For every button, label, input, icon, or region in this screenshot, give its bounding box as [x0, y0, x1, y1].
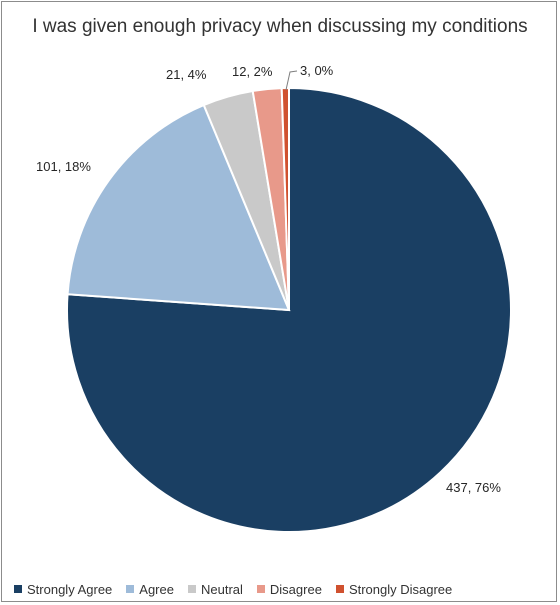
- legend-item-strongly-disagree: Strongly Disagree: [335, 581, 453, 597]
- data-label-agree: 101, 18%: [36, 159, 91, 174]
- legend-swatch-disagree: [256, 585, 265, 593]
- data-label-strongly-agree: 437, 76%: [446, 480, 501, 495]
- legend-item-disagree: Disagree: [256, 581, 322, 597]
- legend-swatch-strongly-agree: [14, 585, 22, 593]
- legend-swatch-strongly-disagree: [335, 585, 344, 593]
- data-label-strongly-disagree: 3, 0%: [300, 63, 334, 78]
- chart-legend: Strongly Agree Agree Neutral Disagree St…: [14, 580, 554, 598]
- legend-label-disagree: Disagree: [269, 581, 322, 597]
- legend-label-strongly-disagree: Strongly Disagree: [348, 581, 453, 597]
- legend-item-agree: Agree: [126, 582, 174, 597]
- data-label-neutral: 21, 4%: [166, 67, 207, 82]
- pie-slice-strongly-disagree: [280, 86, 290, 311]
- legend-label-strongly-agree: Strongly Agree: [27, 581, 113, 597]
- chart-title: I was given enough privacy when discussi…: [32, 16, 528, 37]
- legend-swatch-agree: [126, 585, 135, 593]
- legend-label-agree: Agree: [139, 581, 174, 597]
- legend-item-neutral: Neutral: [187, 581, 243, 597]
- legend-label-neutral: Neutral: [200, 581, 243, 597]
- legend-item-strongly-agree: Strongly Agree: [14, 582, 112, 597]
- pie-slice-agree: [66, 103, 291, 312]
- legend-swatch-neutral: [187, 585, 196, 593]
- leader-line-strongly-disagree: [285, 70, 298, 91]
- data-label-disagree: 12, 2%: [232, 64, 273, 79]
